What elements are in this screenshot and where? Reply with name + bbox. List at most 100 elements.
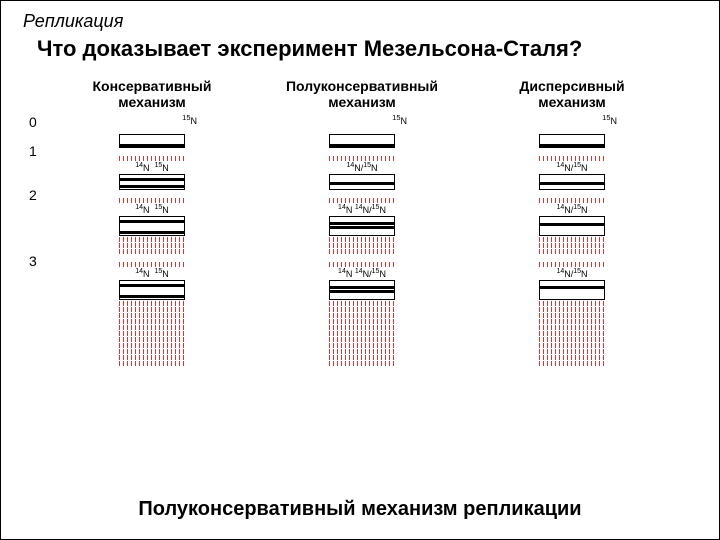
hatch-line [119,156,185,161]
tube [329,174,395,190]
conclusion: Полуконсервативный механизм репликации [1,498,719,521]
tube [119,134,185,148]
tube-label: 14N 14N/15N [329,204,395,215]
tube-group: 14N 14N/15N [329,198,395,254]
tube-group: 14N 15N [119,198,185,254]
hatch-line [329,343,395,348]
density-band [120,185,184,188]
hatch-line [119,325,185,330]
hatch-line [539,262,605,267]
tube-group: 14N/15N [329,156,395,190]
hatch-line [119,301,185,306]
tube [329,134,395,148]
title: Что доказывает эксперимент Мезельсона-Ст… [37,36,701,62]
initial-label: 15N [182,113,197,126]
slide: Репликация Что доказывает эксперимент Ме… [0,0,720,540]
hatch-line [539,355,605,360]
hatch-line [329,349,395,354]
tube [539,216,605,236]
tube-group: 14N/15N [539,156,605,190]
tube [329,216,395,236]
density-band [540,286,604,289]
density-band [540,223,604,226]
hatch-line [539,301,605,306]
hatch-line [539,331,605,336]
density-band [540,182,604,185]
hatch-line [329,319,395,324]
hatch-line [329,325,395,330]
hatch-line [119,249,185,254]
columns-container: Консервативныймеханизм 15N 14N 15N 14N 15N 1… [47,76,701,366]
generation-number: 0 [29,114,37,130]
tube-group: 14N/15N [539,198,605,254]
hatch-line [329,331,395,336]
density-band [120,144,184,147]
tube [329,280,395,300]
density-band [120,284,184,287]
density-band [120,295,184,298]
tube-label: 14N/15N [539,204,605,215]
tube [539,174,605,190]
density-band [540,144,604,147]
hatch-line [119,313,185,318]
hatch-line [329,313,395,318]
tube-group [539,134,605,148]
hatch-line [329,262,395,267]
density-band [330,144,394,147]
kicker: Репликация [23,11,701,32]
hatch-line [119,349,185,354]
hatch-line [329,337,395,342]
generation-number: 1 [29,143,37,159]
density-band [120,231,184,234]
tube [539,280,605,300]
hatch-line [539,343,605,348]
hatch-line [119,343,185,348]
tube-label: 14N/15N [539,162,605,173]
hatch-line [329,355,395,360]
column-header: Консервативныймеханизм [93,76,212,110]
hatch-line [539,325,605,330]
tube-label: 14N/15N [329,162,395,173]
column-2: Дисперсивныймеханизм15N14N/15N14N/15N14N… [467,76,677,366]
hatch-line [119,307,185,312]
hatch-line [329,249,395,254]
hatch-line [539,156,605,161]
hatch-line [539,243,605,248]
hatch-line [119,331,185,336]
hatch-line [539,361,605,366]
hatch-line [329,361,395,366]
tube [119,174,185,190]
column-1: Полуконсервативныймеханизм15N14N/15N14N … [257,76,467,366]
hatch-line [119,198,185,203]
tube-group: 14N 15N [119,156,185,190]
tube-label: 14N 14N/15N [329,268,395,279]
tube-label: 14N 15N [119,268,185,279]
hatch-line [119,243,185,248]
tube-group: 14N 15N [119,262,185,366]
column-header: Дисперсивныймеханизм [519,76,624,110]
hatch-line [539,313,605,318]
density-band [120,220,184,223]
hatch-line [539,249,605,254]
hatch-line [119,355,185,360]
density-band [330,226,394,229]
initial-label: 15N [392,113,407,126]
tube [119,280,185,300]
tube [119,216,185,236]
tube-group: 14N/15N [539,262,605,366]
hatch-line [329,156,395,161]
hatch-line [329,307,395,312]
hatch-line [539,349,605,354]
hatch-line [329,301,395,306]
tube-label: 14N/15N [539,268,605,279]
hatch-line [329,198,395,203]
density-band [330,290,394,293]
hatch-line [539,319,605,324]
tube-label: 14N 15N [119,162,185,173]
hatch-line [539,198,605,203]
tube-group: 14N 14N/15N [329,262,395,366]
tube [539,134,605,148]
hatch-line [119,319,185,324]
density-band [330,182,394,185]
hatch-line [119,237,185,242]
